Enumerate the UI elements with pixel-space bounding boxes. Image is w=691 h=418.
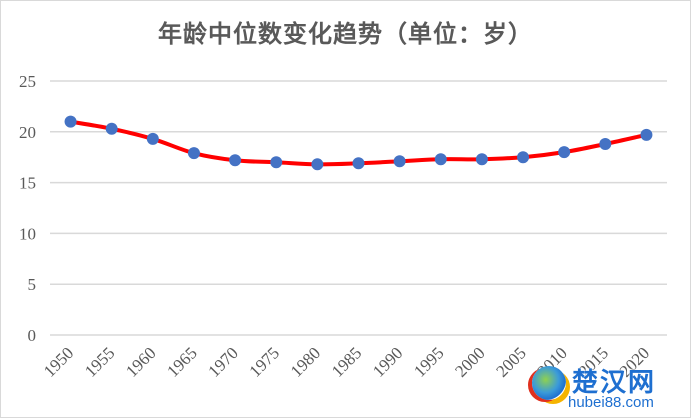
x-tick-label: 1985 <box>328 343 365 380</box>
y-tick-label: 20 <box>19 123 36 142</box>
x-tick-label: 1970 <box>204 343 241 380</box>
globe-icon <box>532 366 566 400</box>
y-tick-label: 5 <box>28 275 37 294</box>
y-tick-label: 15 <box>19 174 36 193</box>
data-point-marker <box>146 132 159 145</box>
data-point-marker <box>64 115 77 128</box>
x-tick-label: 1960 <box>122 343 159 380</box>
gridlines <box>50 80 667 336</box>
data-point-marker <box>311 158 324 171</box>
watermark-name: 楚汉网 <box>572 368 657 398</box>
data-point-marker <box>270 156 283 169</box>
y-axis-ticks: 0 5 10 15 20 25 <box>19 72 36 345</box>
x-tick-label: 1955 <box>81 343 118 380</box>
data-point-marker <box>640 128 653 141</box>
data-point-marker <box>229 154 242 167</box>
watermark-logo: 楚汉网 hubei88.com <box>528 360 688 416</box>
x-tick-label: 1975 <box>246 343 283 380</box>
data-point-marker <box>393 155 406 168</box>
chart-title: 年龄中位数变化趋势（单位：岁） <box>158 19 533 48</box>
data-point-marker <box>517 151 530 164</box>
x-tick-label: 1965 <box>163 343 200 380</box>
data-point-marker <box>187 147 200 160</box>
x-tick-label: 1990 <box>369 343 406 380</box>
y-tick-label: 0 <box>28 326 37 345</box>
data-markers <box>64 115 653 171</box>
y-tick-label: 10 <box>19 224 36 243</box>
data-point-marker <box>434 153 447 166</box>
data-point-marker <box>475 153 488 166</box>
data-point-marker <box>558 146 571 159</box>
watermark-url: hubei88.com <box>568 394 654 411</box>
x-tick-label: 1995 <box>410 343 447 380</box>
data-point-marker <box>352 157 365 170</box>
x-tick-label: 2000 <box>451 343 488 380</box>
y-tick-label: 25 <box>19 72 36 91</box>
x-tick-label: 1950 <box>40 343 77 380</box>
data-point-marker <box>105 122 118 135</box>
x-tick-label: 1980 <box>287 343 324 380</box>
data-point-marker <box>599 137 612 150</box>
x-tick-label: 2005 <box>492 343 529 380</box>
